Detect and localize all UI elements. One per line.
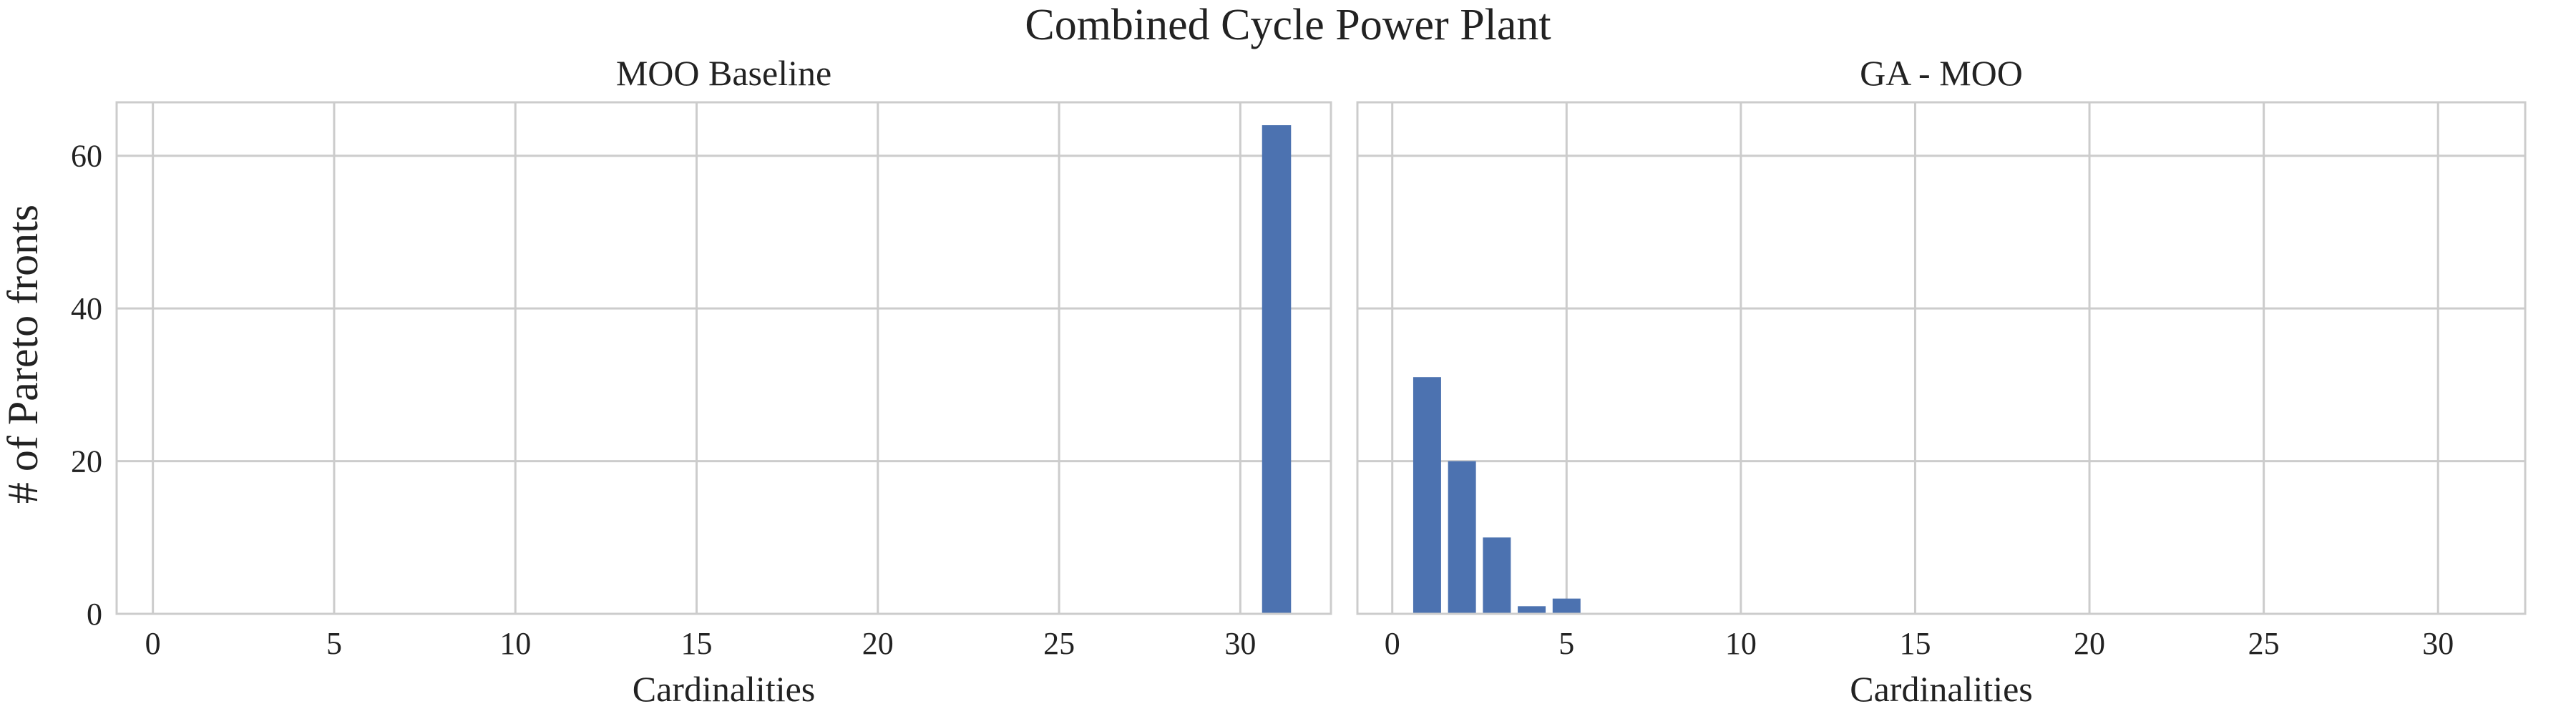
x-tick-label: 20: [862, 626, 894, 661]
x-tick-label: 30: [1224, 626, 1256, 661]
panel-title: MOO Baseline: [616, 53, 831, 93]
x-tick-label: 5: [1558, 626, 1574, 661]
bar: [1413, 377, 1441, 614]
y-tick-label: 40: [71, 291, 102, 326]
x-tick-label: 15: [681, 626, 713, 661]
chart-panels: 0 5 10 15 20 25 30 0 20 40 60 MOO Baseline Cardinali…: [71, 53, 2527, 709]
bar: [1518, 606, 1546, 614]
plot-frame: [1356, 101, 2527, 615]
x-tick-label: 10: [1725, 626, 1757, 661]
bar: [1262, 125, 1292, 615]
x-tick-label: 30: [2422, 626, 2454, 661]
x-tick-label: 15: [1899, 626, 1931, 661]
y-tick-label: 20: [71, 444, 102, 479]
x-tick-label: 5: [326, 626, 342, 661]
x-axis-label: Cardinalities: [633, 669, 816, 709]
figure-title: Combined Cycle Power Plant: [1025, 1, 1551, 49]
chart-panel-2: 0 5 10 15 20 25 30 GA - MOO Cardinalities: [1356, 53, 2527, 709]
bar: [1448, 461, 1476, 614]
panel-title: GA - MOO: [1860, 53, 2023, 93]
x-tick-label: 25: [2248, 626, 2280, 661]
x-tick-label: 20: [2074, 626, 2105, 661]
y-tick-label: 0: [87, 597, 102, 632]
chart-panel-1: 0 5 10 15 20 25 30 0 20 40 60 MOO Baseline Cardinali…: [71, 53, 1332, 709]
x-axis-label: Cardinalities: [1850, 669, 2033, 709]
y-axis-label: # of Pareto fronts: [0, 205, 47, 504]
x-tick-label: 10: [499, 626, 531, 661]
plot-frame: [115, 101, 1332, 615]
bar: [1552, 598, 1581, 614]
x-tick-label: 0: [1385, 626, 1400, 661]
y-tick-label: 60: [71, 139, 102, 174]
x-tick-label: 0: [145, 626, 161, 661]
x-tick-label: 25: [1043, 626, 1075, 661]
bar: [1483, 537, 1511, 614]
